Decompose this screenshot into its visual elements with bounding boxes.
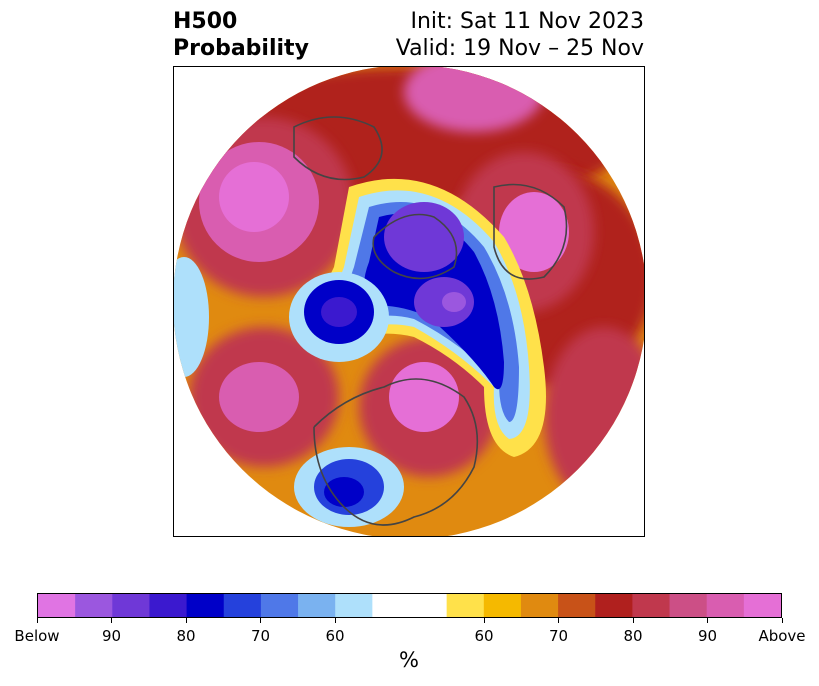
colorbar-swatch [743,594,781,617]
colorbar [37,593,782,618]
title-line-1: H500 [173,9,238,34]
valid-range-label: Valid: 19 Nov – 25 Nov [395,36,644,61]
colorbar-swatch [335,594,373,617]
colorbar-tick [632,618,634,623]
colorbar-swatch [112,594,150,617]
init-date-label: Init: Sat 11 Nov 2023 [410,9,644,34]
colorbar-swatch [446,594,485,617]
probability-field [174,67,644,536]
colorbar-tick [185,618,187,623]
colorbar-tick-label: 90 [697,627,718,645]
colorbar-tick [260,618,261,623]
coastlines [293,116,568,526]
polar-map-svg [174,67,644,536]
colorbar-swatch [595,594,633,617]
colorbar-swatch [409,594,448,617]
colorbar-tick-label: 80 [176,627,196,645]
date-info: Init: Sat 11 Nov 2023 Valid: 19 Nov – 25… [396,8,644,62]
colorbar-swatch [223,594,262,617]
colorbar-swatch [75,594,113,617]
colorbar-swatch [298,594,336,617]
colorbar-swatch [520,594,559,617]
colorbar-tick-label: 60 [325,627,345,645]
colorbar-swatch [372,594,410,617]
colorbar-swatch [38,594,76,617]
colorbar-swatch [632,594,671,617]
colorbar-swatch [260,594,299,617]
title-line-2: Probability [173,36,309,61]
colorbar-tick [483,618,485,623]
colorbar-swatches [38,594,781,617]
colorbar-swatch [669,594,708,617]
colorbar-tick-label: 90 [101,627,122,645]
colorbar-tick-label: 70 [250,627,271,645]
colorbar-tick-label: 60 [474,627,494,645]
colorbar-tick [781,618,783,623]
colorbar-swatch [483,594,522,617]
colorbar-swatch [558,594,596,617]
colorbar-tick-label: 80 [623,627,643,645]
colorbar-tick [707,618,708,623]
colorbar-swatch [149,594,188,617]
colorbar-swatch [186,594,225,617]
probability-map [173,66,645,537]
colorbar-tick [334,618,336,623]
colorbar-tick [111,618,112,623]
colorbar-unit-label: % [399,648,419,672]
colorbar-tick-label: 70 [548,627,569,645]
colorbar-tick-label: Below [14,627,60,645]
map-title: H500 Probability [173,8,309,62]
colorbar-tick-label: Above [758,627,806,645]
colorbar-tick [558,618,559,623]
colorbar-swatch [706,594,745,617]
colorbar-tick [36,618,38,623]
